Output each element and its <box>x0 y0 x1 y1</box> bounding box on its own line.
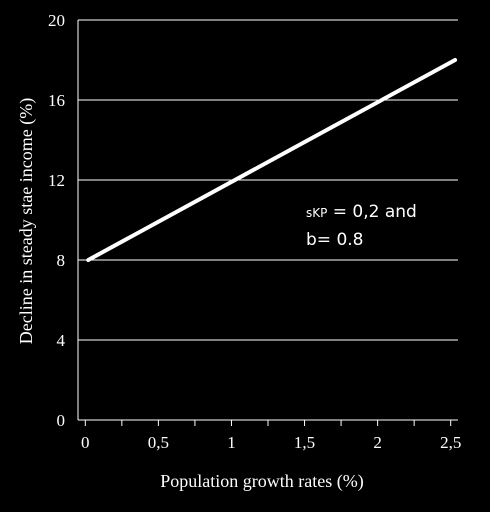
series-group <box>86 58 458 262</box>
x-tick-label: 2 <box>373 433 382 452</box>
annotation-subscript: KP <box>312 206 327 220</box>
y-tick-label: 12 <box>48 171 65 190</box>
axes <box>77 20 458 426</box>
x-tick-label: 1,5 <box>294 433 315 452</box>
annotation-value: = 0,2 and <box>327 202 416 222</box>
annotation-symbol: s <box>306 206 312 220</box>
x-axis-title: Population growth rates (%) <box>160 471 363 492</box>
y-axis-title: Decline in steady stae income (%) <box>16 98 37 344</box>
y-tick-label: 4 <box>57 331 66 350</box>
x-tick-label: 0 <box>81 433 90 452</box>
y-tick-label: 0 <box>57 411 66 430</box>
y-tick-label: 20 <box>48 11 65 30</box>
x-tick-label: 2,5 <box>440 433 461 452</box>
annotation-line-1: sKP = 0,2 and <box>306 202 417 222</box>
y-tick-label: 8 <box>57 251 66 270</box>
annotation-line-2: b= 0.8 <box>306 230 363 250</box>
y-tick-labels: 0 4 8 12 16 20 <box>48 11 66 430</box>
x-tick-labels: 0 0,5 1 1,5 2 2,5 <box>81 433 461 452</box>
x-tick-label: 1 <box>227 433 236 452</box>
series-line-0 <box>86 58 458 262</box>
x-tick-label: 0,5 <box>148 433 169 452</box>
y-tick-label: 16 <box>48 91 65 110</box>
gridlines <box>78 19 458 341</box>
